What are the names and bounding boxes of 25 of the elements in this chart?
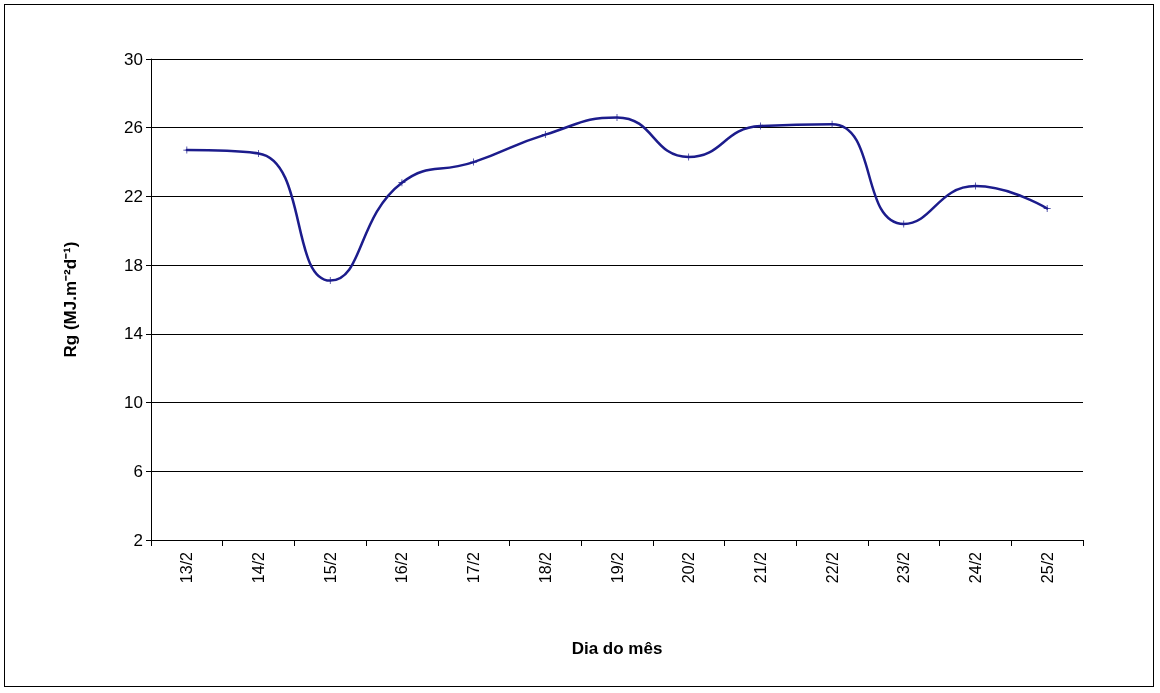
- x-tick-label: 19/2: [608, 551, 626, 584]
- x-tick-label: 13/2: [178, 551, 196, 584]
- x-tick-label: 24/2: [966, 551, 984, 584]
- x-tick-label: 16/2: [393, 551, 411, 584]
- x-tick-label: 22/2: [823, 551, 841, 584]
- y-tick-label: 14: [124, 324, 143, 344]
- y-tick-label: 18: [124, 255, 143, 275]
- x-tick-label: 20/2: [680, 551, 698, 584]
- y-tick-label: 22: [124, 186, 143, 206]
- x-tick-label: 17/2: [465, 551, 483, 584]
- point: [541, 131, 549, 139]
- y-tick-label: 26: [124, 118, 143, 138]
- x-tick-label: 18/2: [536, 551, 554, 584]
- x-tick-label: 15/2: [321, 551, 339, 584]
- y-tick-label: 10: [124, 393, 143, 413]
- point: [1043, 204, 1051, 212]
- x-axis-title: Dia do mês: [571, 639, 663, 658]
- x-tick-label: 23/2: [895, 551, 913, 584]
- y-tick-label: 2: [133, 530, 143, 550]
- y-axis-title: Rg (MJ.m⁻²d⁻¹): [61, 241, 80, 358]
- x-tick-label: 25/2: [1038, 551, 1056, 584]
- y-tick-label: 30: [124, 49, 143, 69]
- x-tick-label: 21/2: [751, 551, 769, 584]
- x-tick-label: 14/2: [250, 551, 268, 584]
- y-tick-label: 6: [133, 461, 143, 481]
